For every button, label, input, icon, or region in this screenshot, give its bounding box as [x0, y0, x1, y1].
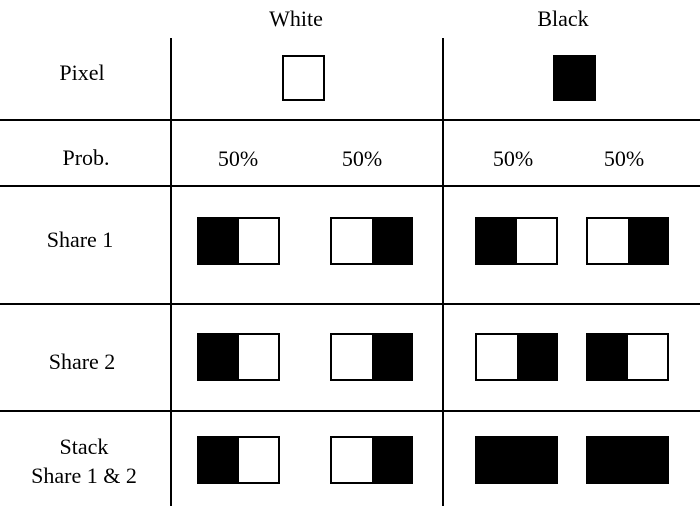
grid-divider-middle [442, 38, 444, 506]
subpixel-left [332, 219, 372, 263]
subpixel-left [199, 438, 239, 482]
subpixel-left [588, 219, 628, 263]
subpixel-right [516, 219, 556, 263]
subpixel-right [627, 335, 667, 379]
subpixel-right [627, 219, 667, 263]
stack-block-1 [197, 436, 280, 484]
subpixel-right [371, 438, 411, 482]
share2-block-2 [330, 333, 413, 381]
share1-block-4 [586, 217, 669, 265]
pixel-white-square [282, 55, 325, 101]
row-divider-2 [0, 185, 700, 187]
share1-block-3 [475, 217, 558, 265]
subpixel-right [627, 438, 667, 482]
subpixel-left [588, 335, 628, 379]
row-label-pixel: Pixel [59, 60, 105, 85]
subpixel-right [238, 219, 278, 263]
subpixel-left [477, 335, 517, 379]
share2-block-4 [586, 333, 669, 381]
share2-block-3 [475, 333, 558, 381]
subpixel-right [371, 219, 411, 263]
row-label-share1: Share 1 [46, 227, 114, 252]
subpixel-left [332, 438, 372, 482]
prob-black-a: 50% [492, 146, 534, 171]
header-black: Black [537, 6, 589, 31]
subpixel-right [516, 335, 556, 379]
subpixel-right [516, 438, 556, 482]
subpixel-left [199, 335, 239, 379]
stack-block-3 [475, 436, 558, 484]
share1-block-2 [330, 217, 413, 265]
pixel-black-square [553, 55, 596, 101]
stack-block-2 [330, 436, 413, 484]
row-label-prob: Prob. [62, 145, 110, 170]
subpixel-right [238, 438, 278, 482]
row-divider-4 [0, 410, 700, 412]
subpixel-left [477, 438, 517, 482]
row-label-stack-line1: Stack [59, 434, 109, 459]
row-divider-3 [0, 303, 700, 305]
prob-white-a: 50% [217, 146, 259, 171]
subpixel-right [371, 335, 411, 379]
row-label-share2: Share 2 [48, 349, 116, 374]
subpixel-left [199, 219, 239, 263]
stack-block-4 [586, 436, 669, 484]
subpixel-left [588, 438, 628, 482]
grid-divider-left [170, 38, 172, 506]
prob-white-b: 50% [341, 146, 383, 171]
subpixel-right [238, 335, 278, 379]
subpixel-left [332, 335, 372, 379]
row-divider-1 [0, 119, 700, 121]
share1-block-1 [197, 217, 280, 265]
share2-block-1 [197, 333, 280, 381]
row-label-stack-line2: Share 1 & 2 [31, 463, 137, 488]
header-white: White [269, 6, 323, 31]
prob-black-b: 50% [603, 146, 645, 171]
subpixel-left [477, 219, 517, 263]
